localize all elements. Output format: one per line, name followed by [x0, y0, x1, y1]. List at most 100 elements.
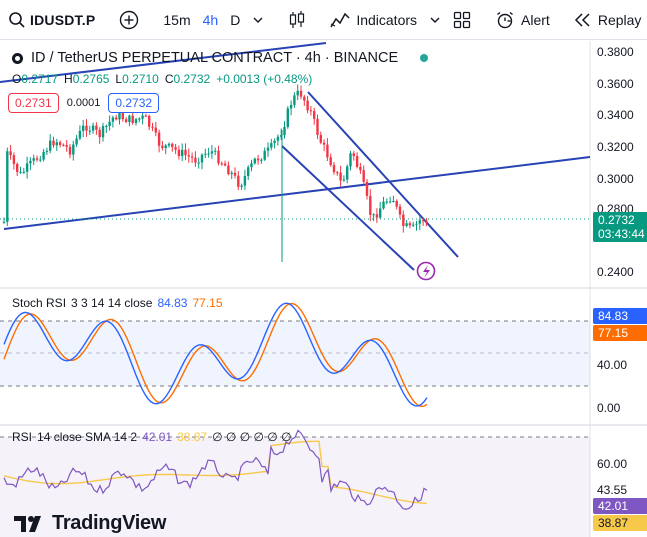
alarm-clock-icon	[497, 11, 513, 28]
tradingview-logo-icon	[14, 515, 41, 532]
candle-body	[214, 150, 217, 152]
candle-body	[405, 223, 408, 226]
chevron-down-icon	[253, 17, 263, 23]
candle-body	[329, 157, 332, 166]
channel-lower-line[interactable]	[281, 145, 415, 271]
candle-body	[223, 163, 227, 166]
candle-body	[326, 144, 329, 158]
candle-body	[240, 185, 243, 187]
indicators-label: Indicators	[356, 11, 418, 28]
candle-body	[88, 130, 91, 132]
candle-body	[98, 129, 101, 138]
market-status-indicator[interactable]	[420, 54, 429, 62]
price-scale-label: 0.2400	[597, 265, 634, 279]
candle-body	[144, 115, 148, 117]
candle-body	[164, 145, 167, 148]
rsi-line[interactable]	[3, 429, 428, 510]
candle-body	[283, 126, 286, 136]
candle-body	[349, 153, 352, 167]
stoch-d-line[interactable]	[3, 302, 428, 408]
rsi-title: RSI	[12, 430, 33, 444]
stoch-scale-label: 0.00	[597, 401, 621, 415]
candle-body	[237, 175, 240, 187]
indicators-icon	[330, 12, 350, 27]
candle-body	[362, 170, 365, 182]
stoch-k-line[interactable]	[3, 302, 428, 407]
candle-body	[230, 172, 233, 175]
candle-body	[375, 214, 379, 218]
candlestick-series[interactable]	[2, 84, 428, 262]
candle-body	[32, 158, 35, 161]
interval-4h[interactable]: 4h	[202, 11, 219, 28]
trendline-upper-faint[interactable]	[0, 42, 327, 83]
candle-body	[62, 144, 65, 146]
candle-body	[45, 150, 49, 152]
rsi-value-tag: 42.01	[593, 498, 647, 514]
indicators-button[interactable]: Indicators	[324, 5, 423, 35]
candle-body	[111, 117, 115, 122]
open-key: O	[12, 72, 22, 86]
price-scale-label: 0.3600	[597, 77, 634, 91]
trendline-support[interactable]	[3, 156, 591, 230]
candle-body	[82, 125, 85, 131]
layout-grid-icon	[453, 11, 471, 28]
candle-body	[369, 195, 372, 215]
stoch-scale-label: 40.00	[597, 358, 627, 372]
rsi-sma-line[interactable]	[3, 440, 428, 505]
candle-body	[250, 163, 253, 168]
rsi-legend[interactable]: RSI 14 close SMA 14 2 42.01 38.87 ∅ ∅ ∅ …	[12, 430, 292, 444]
candle-body	[204, 153, 207, 155]
candle-body	[263, 150, 266, 160]
candle-body	[22, 171, 25, 173]
candle-body	[402, 214, 405, 226]
tradingview-logo[interactable]: TradingView	[14, 512, 166, 535]
symbol-search-button[interactable]: IDUSDT.P	[0, 0, 101, 40]
candle-body	[398, 206, 402, 215]
candle-body	[58, 142, 62, 145]
candle-body	[171, 143, 174, 148]
buy-sell-panel: 0.2731 0.0001 0.2732	[8, 93, 160, 113]
candle-body	[253, 158, 256, 164]
indicators-dropdown-button[interactable]	[423, 5, 447, 35]
candle-body	[379, 208, 382, 218]
rsi-sma-tag: 38.87	[593, 515, 647, 531]
candle-body	[309, 110, 313, 112]
top-toolbar: IDUSDT.P 15m 4h D Indicators	[0, 0, 647, 40]
candle-body	[412, 224, 415, 226]
candle-body	[19, 171, 22, 173]
price-scale-label: 0.3200	[597, 140, 634, 154]
candle-body	[408, 223, 412, 226]
candle-body	[148, 115, 151, 127]
candle-body	[210, 151, 214, 154]
candle-body	[16, 163, 19, 172]
candle-body	[355, 156, 359, 167]
lightning-event-icon[interactable]	[416, 261, 436, 281]
price-scale-label: 0.3800	[597, 45, 634, 59]
stoch-rsi-legend[interactable]: Stoch RSI 3 3 14 14 close 84.83 77.15	[12, 296, 223, 310]
interval-dropdown-button[interactable]	[246, 5, 270, 35]
chart-type-button[interactable]	[282, 5, 312, 35]
layout-templates-button[interactable]	[447, 5, 477, 35]
candle-body	[339, 172, 342, 181]
candle-body	[68, 146, 72, 155]
interval-15m[interactable]: 15m	[163, 11, 191, 28]
rsi-band-fill	[0, 437, 590, 537]
candle-body	[6, 151, 9, 222]
replay-button[interactable]: Replay	[568, 5, 647, 35]
spread-value: 0.0001	[66, 97, 101, 109]
rsi-sma-value-legend: 38.87	[177, 430, 208, 444]
stoch-params: 3 3 14 14 close	[71, 296, 153, 310]
main-legend[interactable]: ID / TetherUS PERPETUAL CONTRACT · 4h · …	[12, 50, 429, 66]
symbol-logo-icon	[12, 52, 23, 64]
alert-button[interactable]: Alert	[489, 5, 556, 35]
channel-upper-line[interactable]	[307, 91, 459, 258]
compare-add-button[interactable]	[113, 5, 145, 35]
buy-button[interactable]: 0.2732	[108, 93, 160, 113]
sell-button[interactable]: 0.2731	[8, 93, 59, 113]
candle-body	[415, 223, 418, 225]
candle-body	[286, 108, 289, 127]
candle-body	[72, 144, 75, 155]
chart-canvas[interactable]: 0.3800 0.3600 0.3400 0.3200 0.3000 0.280…	[0, 41, 647, 537]
candle-body	[322, 142, 326, 145]
interval-1d[interactable]: D	[230, 11, 241, 28]
